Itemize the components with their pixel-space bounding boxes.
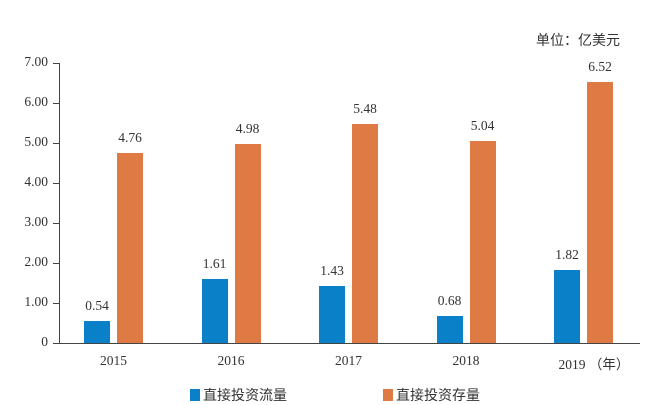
y-tick-label: 7.00 xyxy=(24,54,48,69)
x-tick-label: 2016 xyxy=(217,353,245,368)
bar-flow-2016 xyxy=(201,278,228,343)
bar-value-label: 4.76 xyxy=(118,129,142,145)
bar-value-label: 5.04 xyxy=(470,118,495,134)
legend-label-flow: 直接投资流量 xyxy=(203,389,287,404)
y-tick-label: 1.00 xyxy=(24,294,48,309)
y-tick xyxy=(53,63,59,64)
y-tick xyxy=(53,103,59,104)
bar-flow-2019 xyxy=(554,270,580,343)
bar-value-label: 1.82 xyxy=(555,247,579,263)
legend-swatch-flow xyxy=(190,389,200,401)
y-tick xyxy=(53,263,59,264)
bar-value-label: 5.48 xyxy=(353,100,377,116)
bar-value-label: 1.43 xyxy=(320,262,344,278)
bar-value-label: 0.68 xyxy=(437,292,462,308)
bar-stock-2018 xyxy=(469,141,496,343)
y-tick xyxy=(53,143,59,144)
bar-flow-2018 xyxy=(436,315,463,343)
y-tick-label: 5.00 xyxy=(24,134,48,149)
y-tick-label: 4.00 xyxy=(24,174,48,189)
bar-value-label: 6.52 xyxy=(588,59,612,75)
y-tick xyxy=(53,303,59,304)
bar-stock-2017 xyxy=(352,123,378,343)
y-tick xyxy=(53,223,59,224)
bar-value-label: 4.98 xyxy=(235,120,260,136)
bar-stock-2019 xyxy=(587,82,613,343)
x-tick-label: 2017 xyxy=(335,353,362,368)
bar-flow-2015 xyxy=(84,321,110,343)
bar-value-label: 1.61 xyxy=(202,255,227,271)
y-tick xyxy=(53,343,59,344)
y-axis-line xyxy=(59,63,60,344)
y-tick-label: 0 xyxy=(41,334,48,349)
legend-label-stock: 直接投资存量 xyxy=(396,389,480,404)
legend-swatch-stock xyxy=(383,389,393,401)
bar-stock-2016 xyxy=(234,143,261,343)
y-tick xyxy=(53,183,59,184)
x-tick-label: 2018 xyxy=(452,353,480,368)
x-axis-line xyxy=(59,343,640,344)
bar-stock-2015 xyxy=(117,152,143,343)
x-tick-label: 2015 xyxy=(100,353,127,368)
bar-flow-2017 xyxy=(319,285,345,343)
y-tick-label: 2.00 xyxy=(24,254,48,269)
x-tick-label: 2019 （年） xyxy=(558,357,630,372)
y-tick-label: 6.00 xyxy=(24,94,48,109)
y-tick-label: 3.00 xyxy=(24,214,48,229)
bar-value-label: 0.54 xyxy=(85,298,109,314)
unit-label: 单位：亿美元 xyxy=(536,34,620,49)
